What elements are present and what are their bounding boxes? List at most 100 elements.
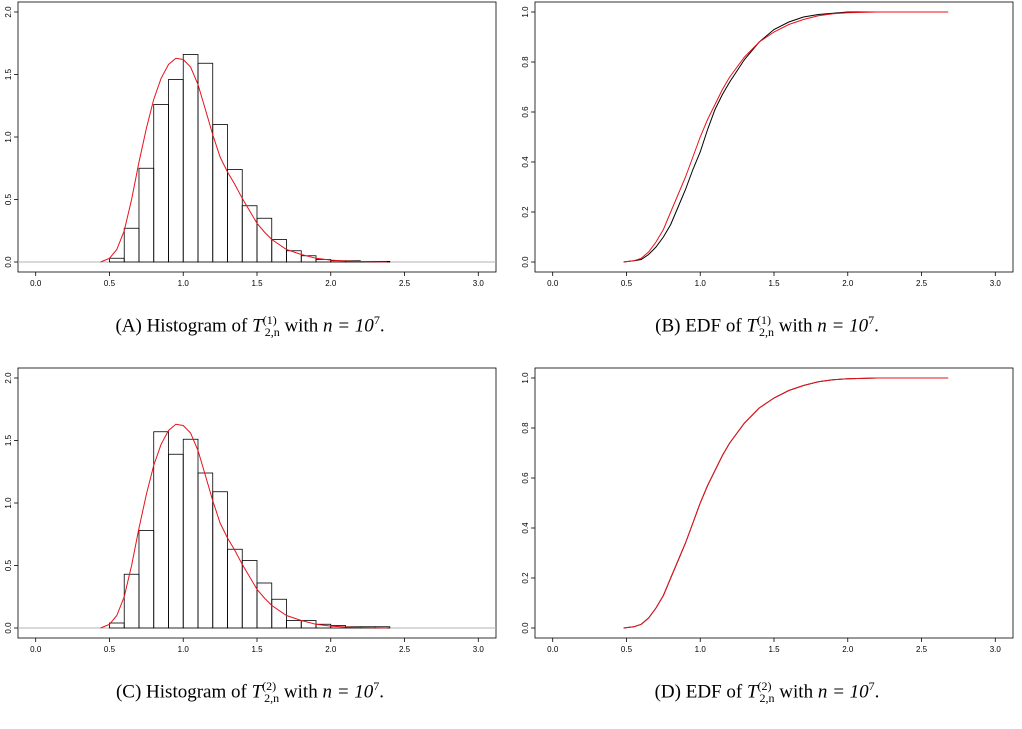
y-tick-label: 0.4: [521, 522, 530, 534]
y-tick-label: 0.6: [521, 106, 530, 118]
y-tick-label: 0.0: [521, 622, 530, 634]
x-tick-label: 0.0: [30, 279, 42, 288]
histogram-bar: [271, 239, 287, 263]
plot-frame: [534, 367, 1014, 639]
caption-c: (C) Histogram of T(2)2,n with n = 107.: [0, 679, 500, 706]
caption-sub: 2,n: [759, 325, 775, 340]
x-tick-label: 0.0: [30, 645, 42, 654]
y-tick-label: 0.8: [521, 56, 530, 68]
x-tick-label: 1.0: [178, 279, 190, 288]
histogram-bar: [153, 431, 169, 629]
caption-with: with: [284, 315, 319, 337]
x-tick-label: 1.5: [251, 279, 263, 288]
y-tick-label: 0.0: [4, 622, 13, 634]
caption-tag: (A): [115, 315, 142, 337]
panel-c: 0.0 0.5 1.0 1.5 2.0 2.5 3.0 0.0 0.5 1.0 1.5 2.0 (C)…: [0, 366, 500, 728]
caption-with: with: [779, 681, 814, 703]
x-tick-label: 3.0: [473, 279, 485, 288]
x-tick-label: 0.5: [104, 645, 116, 654]
histogram-bar: [182, 438, 199, 629]
x-tick-label: 3.0: [990, 645, 1002, 654]
caption-d: (D) EDF of T(2)2,n with n = 107.: [517, 679, 1017, 706]
y-tick-label: 0.2: [521, 572, 530, 584]
x-tick-label: 0.5: [104, 279, 116, 288]
histogram-chart-c: 0.0 0.5 1.0 1.5 2.0 2.5 3.0 0.0 0.5 1.0 1.5 2.0: [4, 367, 497, 654]
histogram-bar: [109, 622, 125, 629]
caption-n: n = 10: [817, 681, 869, 703]
caption-symbol: T: [252, 315, 263, 337]
caption-prefix: EDF of: [685, 681, 743, 703]
x-tick-label: 0.5: [621, 645, 633, 654]
histogram-bar: [153, 104, 169, 263]
x-tick-label: 2.5: [916, 645, 928, 654]
y-tick-label: 0.4: [521, 156, 530, 168]
histogram-bar: [123, 573, 140, 629]
caption-exp: 7: [868, 679, 875, 693]
histogram-chart-a: 0.0 0.5 1.0 1.5 2.0 2.5 3.0 0.0 0.5 1.0 1.5 2.0: [4, 1, 497, 288]
density-curve: [100, 423, 387, 629]
caption-n: n = 10: [817, 315, 869, 337]
x-tick-label: 1.5: [768, 645, 780, 654]
edf-line: [623, 377, 949, 629]
caption-a: (A) Histogram of T(1)2,n with n = 107.: [0, 313, 500, 340]
y-tick-label: 0.8: [521, 422, 530, 434]
edf-chart-b: 0.0 0.5 1.0 1.5 2.0 2.5 3.0 0.0 0.2 0.4 0.6 0.8 1.0: [521, 1, 1014, 288]
y-tick-label: 1.0: [4, 131, 13, 143]
histogram-bar: [182, 54, 199, 263]
histogram-bar: [256, 217, 273, 263]
panel-a: 0.0 0.5 1.0 1.5 2.0 2.5 3.0 0.0 0.5 1.0 1.5 2.0 (A)…: [0, 0, 500, 362]
density-curve: [100, 57, 387, 263]
x-tick-label: 1.0: [178, 645, 190, 654]
caption-n: n = 10: [322, 315, 374, 337]
caption-prefix: EDF of: [685, 315, 742, 337]
caption-end: .: [379, 315, 385, 337]
histogram-bar: [109, 257, 125, 263]
edf-line: [623, 11, 949, 263]
x-tick-label: 1.5: [768, 279, 780, 288]
histogram-bar: [227, 169, 243, 263]
histogram-bar: [256, 582, 273, 629]
caption-exp: 7: [373, 679, 380, 693]
y-tick-label: 2.0: [4, 372, 13, 384]
histogram-bar: [168, 79, 184, 263]
edf-chart-d: 0.0 0.5 1.0 1.5 2.0 2.5 3.0 0.0 0.2 0.4 0.6 0.8 1.0: [521, 367, 1014, 654]
y-tick-label: 0.2: [521, 206, 530, 218]
caption-end: .: [874, 681, 880, 703]
y-tick-label: 0.6: [521, 472, 530, 484]
y-tick-label: 1.0: [521, 372, 530, 384]
x-tick-label: 2.0: [325, 645, 337, 654]
x-tick-label: 1.5: [251, 645, 263, 654]
x-tick-label: 0.5: [621, 279, 633, 288]
panel-d: 0.0 0.5 1.0 1.5 2.0 2.5 3.0 0.0 0.2 0.4 0.6 0.8 1.0 …: [517, 366, 1017, 728]
caption-sup: (1): [262, 313, 277, 327]
histogram-bar: [168, 453, 184, 629]
caption-sup: (2): [262, 679, 277, 693]
caption-exp: 7: [868, 313, 875, 327]
histogram-bar: [241, 205, 258, 263]
caption-b: (B) EDF of T(1)2,n with n = 107.: [517, 313, 1017, 340]
histogram-bar: [212, 491, 228, 629]
y-tick-label: 0.5: [4, 559, 13, 571]
x-tick-label: 2.5: [399, 645, 411, 654]
y-tick-label: 0.0: [4, 256, 13, 268]
x-tick-label: 2.0: [842, 279, 854, 288]
x-tick-label: 3.0: [990, 279, 1002, 288]
x-tick-label: 2.5: [916, 279, 928, 288]
y-tick-label: 0.5: [4, 193, 13, 205]
y-tick-label: 1.5: [4, 68, 13, 80]
caption-symbol: T: [746, 681, 758, 703]
caption-sub: 2,n: [264, 691, 280, 706]
histogram-bar: [138, 530, 155, 629]
histogram-bar: [286, 620, 302, 629]
caption-sub: 2,n: [264, 325, 280, 340]
x-tick-label: 2.0: [325, 279, 337, 288]
panel-b: 0.0 0.5 1.0 1.5 2.0 2.5 3.0 0.0 0.2 0.4 0.6 0.8 1.0 …: [517, 0, 1017, 362]
x-tick-label: 2.0: [842, 645, 854, 654]
caption-prefix: Histogram of: [146, 315, 248, 337]
caption-tag: (B): [655, 315, 681, 337]
histogram-bar: [300, 255, 317, 263]
y-tick-label: 1.0: [4, 497, 13, 509]
histogram-bar: [138, 167, 155, 263]
histogram-bar: [271, 598, 287, 629]
caption-sup: (2): [757, 679, 772, 693]
